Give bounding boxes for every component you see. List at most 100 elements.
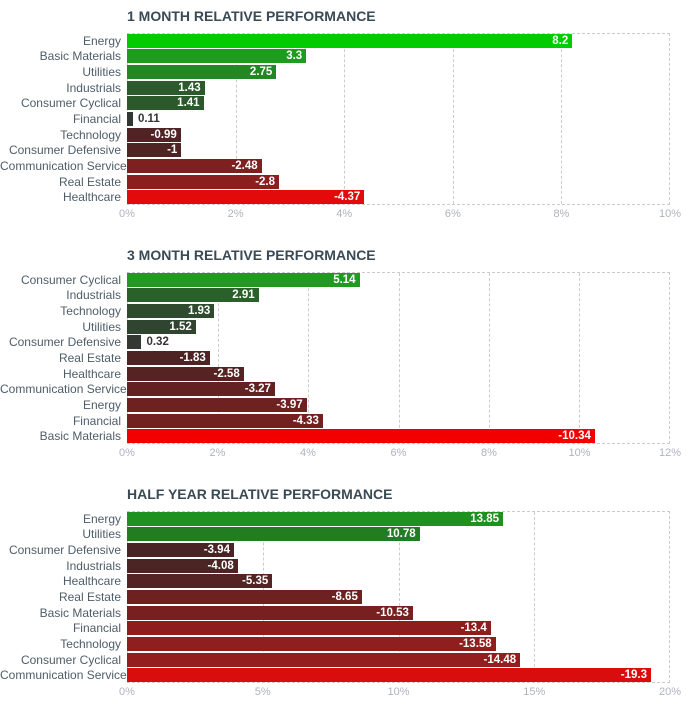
value-label: 3.3: [286, 50, 303, 63]
axis-tick-label: 2%: [227, 208, 244, 220]
gridline: [236, 34, 238, 204]
bar-row: Basic Materials -10.53: [0, 605, 670, 621]
performance-bar: -13.4: [127, 621, 491, 636]
bar-row: Real Estate -1.83: [0, 350, 670, 366]
bar-track: 1.93: [127, 304, 670, 319]
performance-bar: -14.48: [127, 652, 521, 667]
performance-bar: -3.27: [127, 382, 275, 397]
performance-bar: -8.65: [127, 590, 362, 605]
performance-bar: -2.58: [127, 366, 244, 381]
x-axis-half-year: 0% 5% 10% 15% 20%: [119, 683, 681, 701]
bar-track: 0.32: [127, 335, 670, 350]
value-label: -19.3: [620, 669, 647, 682]
bar-track: 10.78: [127, 527, 670, 542]
category-label: Energy: [82, 397, 121, 412]
bar-track: -10.53: [127, 605, 670, 620]
bar-row: Financial -13.4: [0, 620, 670, 636]
category-label: Basic Materials: [39, 605, 121, 620]
axis-tick-label: 0%: [119, 208, 135, 220]
category-label: Technology: [60, 304, 121, 319]
category-label: Communication Services: [0, 668, 133, 683]
category-label: Technology: [60, 636, 121, 651]
axis-tick-label: 2%: [209, 447, 226, 459]
bar-track: -3.27: [127, 382, 670, 397]
category-label: Basic Materials: [39, 49, 121, 64]
bar-row: Utilities 1.52: [0, 319, 670, 335]
value-label: -13.58: [459, 637, 492, 650]
chart-title: HALF YEAR RELATIVE PERFORMANCE: [127, 486, 393, 502]
category-label: Basic Materials: [39, 429, 121, 444]
axis-tick-label: 6%: [444, 208, 461, 220]
performance-bar: -19.3: [127, 668, 651, 683]
bar-row: Industrials 2.91: [0, 288, 670, 304]
bar-row: Utilities 2.75: [0, 64, 670, 80]
value-label: -4.08: [207, 559, 234, 572]
axis-tick-label: 8%: [481, 447, 497, 459]
category-label: Healthcare: [62, 574, 121, 589]
gridline: [560, 34, 562, 204]
value-label: 8.2: [552, 34, 569, 47]
bar-track: 1.43: [127, 80, 670, 95]
bar-track: -13.58: [127, 636, 670, 651]
category-label: Energy: [82, 511, 121, 526]
gridline: [488, 273, 490, 443]
performance-bar: -4.37: [127, 190, 365, 205]
bar-row: Financial -4.33: [0, 413, 670, 429]
bar-track: 2.91: [127, 288, 670, 303]
category-label: Healthcare: [62, 366, 121, 381]
performance-bar: 5.14: [127, 272, 360, 287]
category-label: Real Estate: [58, 174, 121, 189]
performance-bar: 1.52: [127, 319, 196, 334]
category-label: Financial: [72, 112, 121, 127]
performance-bar: -3.94: [127, 543, 234, 558]
bar-rows: Consumer Cyclical 5.14 Industrials 2.91 Tech…: [0, 272, 686, 444]
axis-tick-label: 4%: [336, 208, 353, 220]
axis-tick-label: 20%: [658, 686, 682, 698]
performance-bar: [127, 335, 142, 350]
chart-title: 1 MONTH RELATIVE PERFORMANCE: [127, 8, 376, 24]
bar-row: Technology 1.93: [0, 303, 670, 319]
value-label: 5.14: [333, 273, 356, 286]
category-label: Energy: [82, 33, 121, 48]
axis-tick-label: 0%: [119, 447, 135, 459]
bar-track: -13.4: [127, 621, 670, 636]
category-label: Technology: [60, 127, 121, 142]
bar-row: Financial 0.11: [0, 111, 670, 127]
category-label: Real Estate: [58, 590, 121, 605]
axis-tick-label: 10%: [568, 447, 591, 459]
value-label: -4.33: [292, 414, 319, 427]
value-label: 1.43: [178, 81, 201, 94]
value-label: 2.91: [232, 289, 255, 302]
category-label: Utilities: [82, 319, 121, 334]
bar-row: Consumer Defensive 0.32: [0, 335, 670, 351]
category-label: Real Estate: [58, 351, 121, 366]
performance-bar: 13.85: [127, 511, 504, 526]
bar-row: Communication Services -3.27: [0, 381, 670, 397]
category-label: Consumer Cyclical: [20, 96, 121, 111]
performance-bar: 3.3: [127, 49, 307, 64]
gridline: [344, 34, 346, 204]
bar-track: 5.14: [127, 272, 670, 287]
bar-row: Technology -0.99: [0, 127, 670, 143]
category-label: Financial: [72, 621, 121, 636]
bar-row: Communication Services -19.3: [0, 667, 670, 683]
performance-bar: 2.75: [127, 65, 277, 80]
gridline: [533, 512, 535, 682]
performance-bar: -0.99: [127, 127, 181, 142]
bar-track: -2.48: [127, 158, 670, 173]
bar-row: Energy 8.2: [0, 33, 670, 49]
value-label: -8.65: [331, 591, 358, 604]
value-label: -4.37: [334, 191, 361, 204]
axis-tick-label: 10%: [387, 686, 410, 698]
value-label: 1.41: [177, 97, 200, 110]
bar-track: 1.41: [127, 96, 670, 111]
bar-row: Industrials -4.08: [0, 558, 670, 574]
value-label: 2.75: [249, 66, 273, 79]
category-label: Communication Services: [0, 382, 133, 397]
performance-bar: -1: [127, 143, 182, 158]
axis-tick-label: 12%: [658, 447, 682, 459]
bar-track: -14.48: [127, 652, 670, 667]
bar-track: 13.85: [127, 511, 670, 526]
value-label: 0.32: [146, 336, 169, 349]
